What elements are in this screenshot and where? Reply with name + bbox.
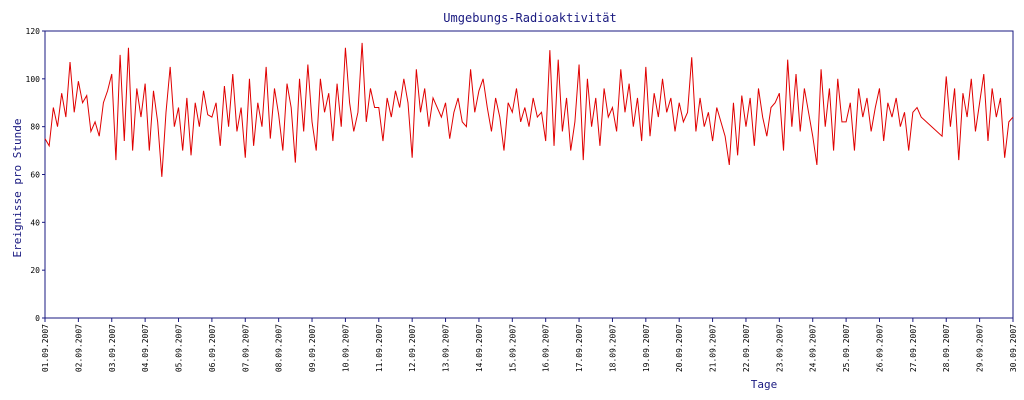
x-tick-label: 19.09.2007 <box>642 324 651 372</box>
x-tick-label: 27.09.2007 <box>909 324 918 372</box>
x-tick-label: 18.09.2007 <box>608 324 617 372</box>
x-tick-label: 11.09.2007 <box>375 324 384 372</box>
y-axis-label: Ereignisse pro Stunde <box>11 118 24 257</box>
chart-title: Umgebungs-Radioaktivität <box>443 11 616 25</box>
x-tick-label: 22.09.2007 <box>742 324 751 372</box>
x-tick-label: 03.09.2007 <box>108 324 117 372</box>
y-tick-label: 120 <box>26 27 41 36</box>
data-line <box>44 42 1014 177</box>
x-tick-label: 02.09.2007 <box>74 324 83 372</box>
x-tick-label: 01.09.2007 <box>41 324 50 372</box>
x-tick-label: 10.09.2007 <box>341 324 350 372</box>
x-tick-label: 25.09.2007 <box>842 324 851 372</box>
x-tick-label: 29.09.2007 <box>976 324 985 372</box>
x-tick-label: 05.09.2007 <box>175 324 184 372</box>
x-tick-label: 21.09.2007 <box>709 324 718 372</box>
x-tick-label: 30.09.2007 <box>1009 324 1018 372</box>
y-tick-label: 40 <box>30 218 40 227</box>
x-tick-label: 14.09.2007 <box>475 324 484 372</box>
x-axis-label: Tage <box>751 378 778 391</box>
x-tick-label: 13.09.2007 <box>442 324 451 372</box>
x-tick-label: 08.09.2007 <box>275 324 284 372</box>
y-tick-label: 0 <box>35 314 40 323</box>
y-tick-label: 100 <box>26 75 41 84</box>
x-tick-label: 09.09.2007 <box>308 324 317 372</box>
x-tick-label: 23.09.2007 <box>775 324 784 372</box>
x-tick-label: 07.09.2007 <box>241 324 250 372</box>
x-tick-label: 04.09.2007 <box>141 324 150 372</box>
x-tick-label: 24.09.2007 <box>809 324 818 372</box>
x-tick-label: 26.09.2007 <box>875 324 884 372</box>
x-tick-label: 20.09.2007 <box>675 324 684 372</box>
x-tick-label: 06.09.2007 <box>208 324 217 372</box>
x-tick-label: 17.09.2007 <box>575 324 584 372</box>
y-tick-label: 60 <box>30 171 40 180</box>
y-tick-label: 20 <box>30 266 40 275</box>
x-tick-label: 15.09.2007 <box>508 324 517 372</box>
x-tick-label: 12.09.2007 <box>408 324 417 372</box>
x-tick-label: 16.09.2007 <box>542 324 551 372</box>
y-tick-label: 80 <box>30 123 40 132</box>
x-tick-label: 28.09.2007 <box>942 324 951 372</box>
